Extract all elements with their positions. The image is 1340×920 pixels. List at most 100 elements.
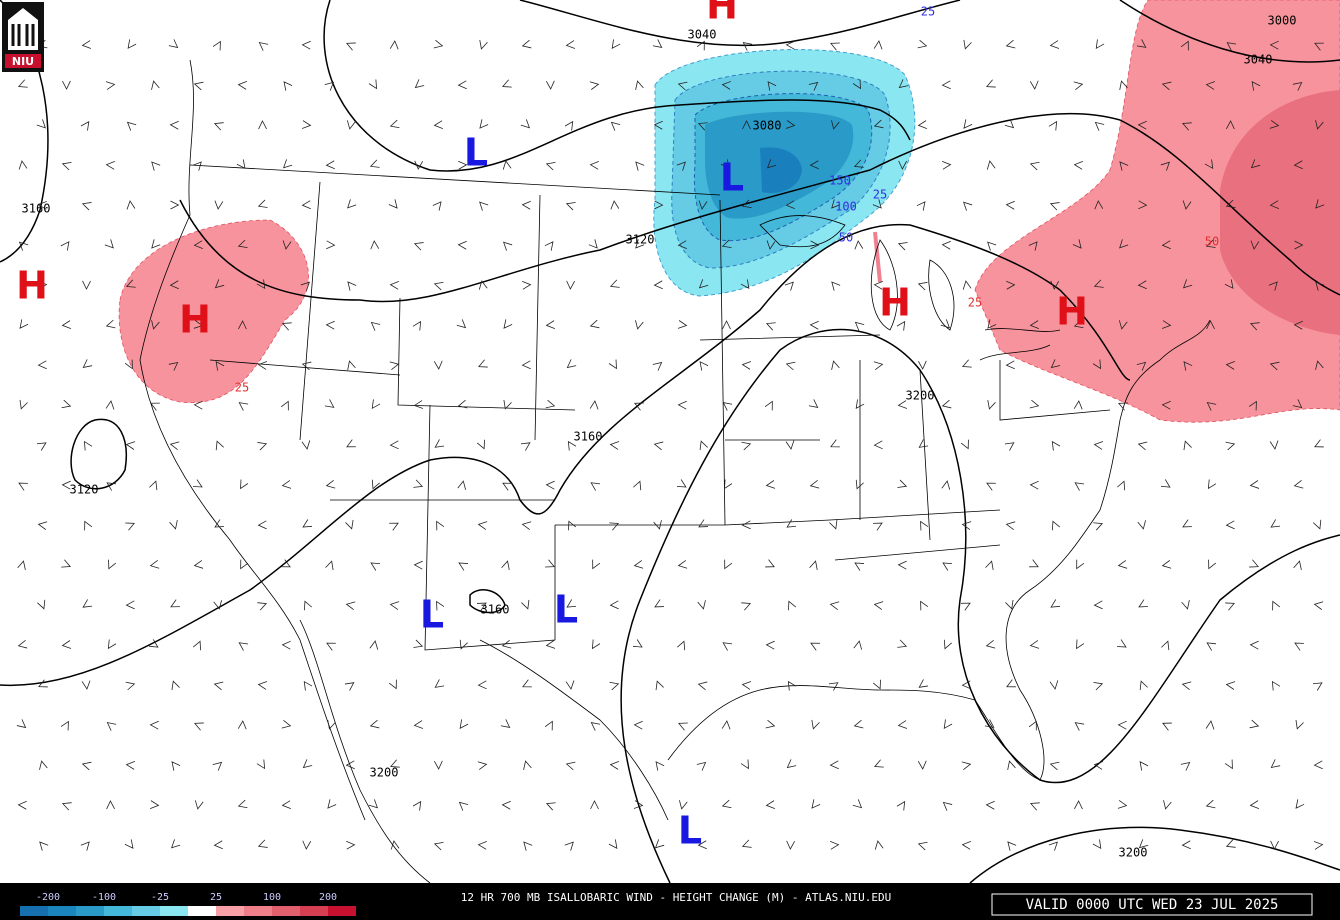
wind-arrow — [125, 441, 136, 450]
west-coast — [139, 59, 431, 884]
wind-arrow — [1180, 761, 1191, 771]
wind-arrow — [1136, 361, 1147, 371]
wind-arrow — [1118, 320, 1128, 330]
wind-arrow — [697, 122, 708, 131]
wind-arrow — [477, 521, 488, 530]
wind-arrow — [545, 640, 556, 649]
wind-arrow — [1006, 679, 1016, 688]
height-falls — [653, 49, 916, 297]
logo: NIU — [2, 2, 44, 72]
wind-arrow — [457, 399, 468, 409]
wind-arrow — [677, 560, 688, 569]
contour-label: 3040 — [1244, 53, 1273, 67]
wind-arrow — [608, 359, 617, 370]
wind-arrow — [413, 639, 424, 648]
wind-arrow — [301, 200, 311, 210]
wind-arrow — [1161, 400, 1171, 410]
wind-arrow — [1004, 442, 1015, 451]
wind-arrow — [37, 599, 46, 610]
contour-label: 3200 — [906, 389, 935, 403]
wind-arrow — [521, 200, 531, 210]
wind-arrow — [192, 640, 201, 651]
wind-arrow — [301, 361, 312, 371]
wind-arrow — [1094, 200, 1104, 210]
wind-arrow — [194, 800, 204, 810]
logo-columns — [11, 24, 35, 46]
wind-arrow — [82, 280, 91, 290]
wind-arrow — [741, 602, 752, 611]
wind-arrow — [1117, 639, 1127, 648]
wind-arrow — [633, 800, 644, 809]
wind-arrow — [831, 360, 840, 370]
legend-label: 25 — [210, 892, 222, 903]
wind-arrow — [722, 402, 733, 411]
wind-arrow — [653, 120, 663, 130]
wind-arrow — [611, 39, 621, 49]
high-label: H — [879, 281, 911, 325]
legend-label: 100 — [263, 892, 281, 903]
wind-arrow — [1093, 522, 1104, 531]
wind-arrow — [741, 681, 752, 690]
wind-arrow — [281, 640, 291, 650]
wind-arrow — [609, 681, 620, 691]
wind-arrow — [698, 200, 708, 210]
contour-label: 3120 — [70, 483, 99, 497]
wind-arrow — [1092, 359, 1102, 370]
rise-label: 50 — [1205, 235, 1219, 249]
wind-arrow — [1007, 760, 1016, 770]
contour-label: 3160 — [22, 202, 51, 216]
wind-arrow — [873, 40, 883, 50]
wind-arrow — [941, 480, 951, 490]
wind-arrow — [1161, 240, 1171, 250]
wind-arrow — [522, 679, 532, 688]
wind-arrow — [920, 520, 929, 531]
wind-arrow — [1182, 200, 1192, 210]
wind-arrow — [1093, 279, 1104, 288]
wind-arrow — [1052, 520, 1061, 531]
wind-arrow — [809, 160, 819, 170]
wind-arrow — [1006, 280, 1016, 290]
wind-arrow — [80, 120, 90, 131]
wind-arrow — [414, 160, 424, 170]
gulf-east-coast — [479, 319, 1211, 821]
wind-arrow — [1048, 841, 1058, 851]
wind-arrow — [591, 639, 601, 650]
wind-arrow — [479, 201, 489, 211]
wind-arrow — [785, 40, 795, 50]
wind-arrow — [897, 479, 908, 488]
wind-arrow — [125, 279, 136, 288]
wind-arrow — [240, 559, 249, 570]
wind-arrow — [105, 81, 116, 90]
wind-arrow — [17, 800, 27, 810]
wind-arrow — [149, 800, 160, 809]
wind-arrow — [918, 439, 929, 448]
contour-3200 — [620, 328, 1340, 884]
wind-arrow — [1028, 720, 1037, 731]
legend-swatch — [216, 906, 244, 916]
contour-3120-closed — [70, 418, 127, 490]
wind-arrow — [676, 479, 687, 488]
wind-arrow — [897, 242, 908, 251]
wind-arrow — [389, 440, 399, 450]
wind-arrow — [389, 119, 400, 129]
wind-arrow — [608, 839, 618, 849]
wind-arrow — [1005, 360, 1015, 370]
fall-label: 50 — [839, 231, 853, 245]
wind-arrow — [829, 519, 838, 530]
wind-arrow — [390, 840, 400, 850]
wind-arrow — [592, 559, 601, 570]
wind-arrow — [1076, 639, 1085, 650]
wind-arrow — [609, 441, 620, 450]
wind-arrow — [125, 522, 135, 531]
wind-arrow — [829, 760, 839, 770]
wind-arrow — [213, 681, 224, 691]
wind-arrow — [434, 679, 445, 688]
wind-arrow — [501, 800, 511, 810]
wind-arrow — [389, 601, 400, 610]
wind-arrow — [107, 639, 117, 650]
wind-arrow — [368, 799, 379, 809]
wind-arrow — [1161, 640, 1170, 651]
wind-arrow — [238, 320, 247, 330]
wind-arrow — [345, 519, 354, 530]
wind-arrow — [237, 239, 248, 249]
